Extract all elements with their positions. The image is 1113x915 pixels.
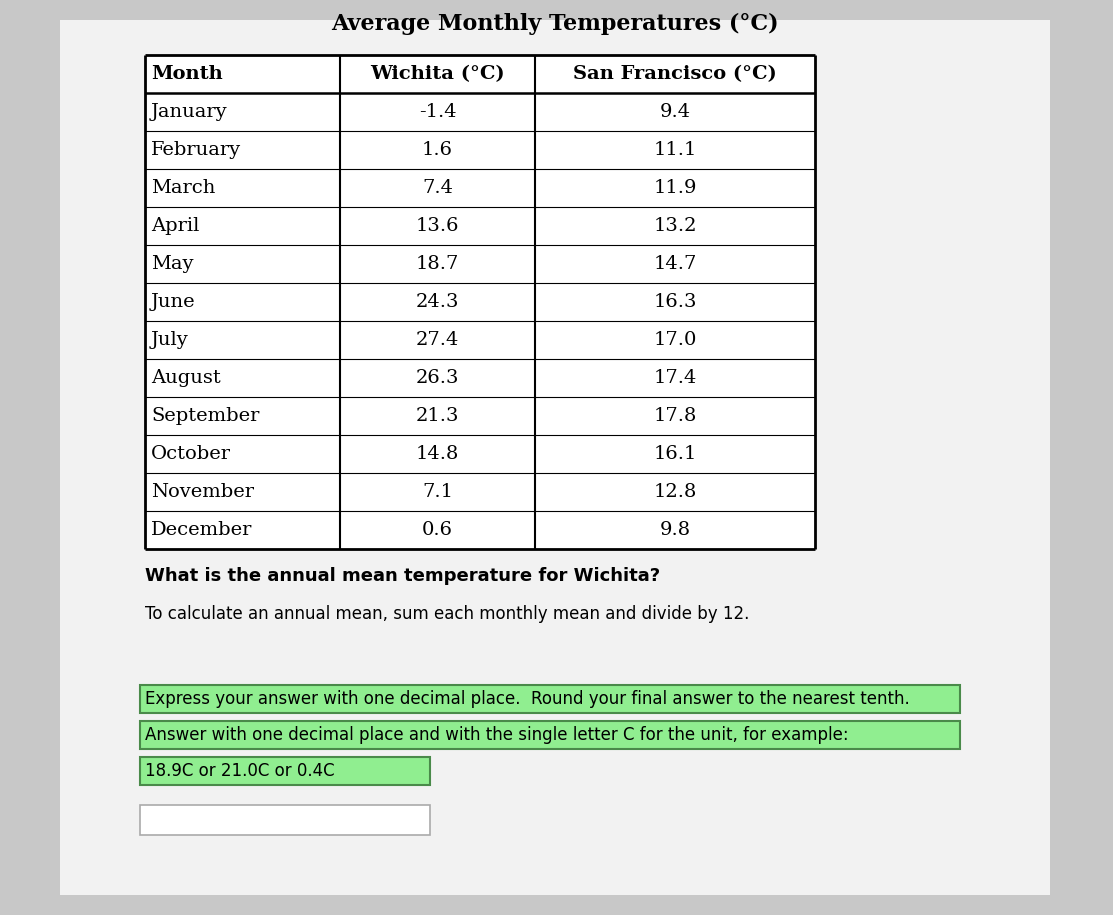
Text: April: April	[151, 217, 199, 235]
Text: August: August	[151, 369, 220, 387]
Text: February: February	[151, 141, 242, 159]
Text: 16.3: 16.3	[653, 293, 697, 311]
Bar	[60, 20, 1050, 895]
Text: -1.4: -1.4	[418, 103, 456, 121]
Text: Month: Month	[151, 65, 223, 83]
Text: November: November	[151, 483, 254, 501]
Text: 14.8: 14.8	[416, 445, 460, 463]
Text: Average Monthly Temperatures (°C): Average Monthly Temperatures (°C)	[332, 13, 779, 35]
Text: San Francisco (°C): San Francisco (°C)	[573, 65, 777, 83]
Text: 7.4: 7.4	[422, 179, 453, 197]
Text: 18.7: 18.7	[416, 255, 460, 273]
Text: 9.8: 9.8	[659, 521, 690, 539]
Bar	[145, 55, 815, 549]
Text: 17.0: 17.0	[653, 331, 697, 349]
Text: 12.8: 12.8	[653, 483, 697, 501]
Text: 16.1: 16.1	[653, 445, 697, 463]
Text: October: October	[151, 445, 232, 463]
Bar	[140, 685, 961, 713]
Text: 18.9C or 21.0C or 0.4C: 18.9C or 21.0C or 0.4C	[145, 762, 335, 780]
Text: 11.9: 11.9	[653, 179, 697, 197]
Text: July: July	[151, 331, 189, 349]
Text: To calculate an annual mean, sum each monthly mean and divide by 12.: To calculate an annual mean, sum each mo…	[145, 605, 749, 623]
Text: Express your answer with one decimal place.  Round your final answer to the near: Express your answer with one decimal pla…	[145, 690, 909, 708]
Text: 24.3: 24.3	[416, 293, 460, 311]
Text: May: May	[151, 255, 194, 273]
Bar	[140, 721, 961, 749]
Text: 0.6: 0.6	[422, 521, 453, 539]
Bar	[140, 805, 430, 835]
Text: 9.4: 9.4	[659, 103, 690, 121]
Text: 21.3: 21.3	[416, 407, 460, 425]
Text: January: January	[151, 103, 228, 121]
Text: 17.4: 17.4	[653, 369, 697, 387]
Text: 11.1: 11.1	[653, 141, 697, 159]
Text: December: December	[151, 521, 253, 539]
Text: 1.6: 1.6	[422, 141, 453, 159]
Text: September: September	[151, 407, 259, 425]
Text: 17.8: 17.8	[653, 407, 697, 425]
Text: 26.3: 26.3	[416, 369, 460, 387]
Bar	[140, 757, 430, 785]
Text: Answer with one decimal place and with the single letter C for the unit, for exa: Answer with one decimal place and with t…	[145, 726, 848, 744]
Text: 27.4: 27.4	[416, 331, 460, 349]
Text: 13.2: 13.2	[653, 217, 697, 235]
Text: 13.6: 13.6	[416, 217, 460, 235]
Text: March: March	[151, 179, 216, 197]
Text: What is the annual mean temperature for Wichita?: What is the annual mean temperature for …	[145, 567, 660, 585]
Text: June: June	[151, 293, 196, 311]
Text: 14.7: 14.7	[653, 255, 697, 273]
Text: Wichita (°C): Wichita (°C)	[371, 65, 505, 83]
Text: 7.1: 7.1	[422, 483, 453, 501]
